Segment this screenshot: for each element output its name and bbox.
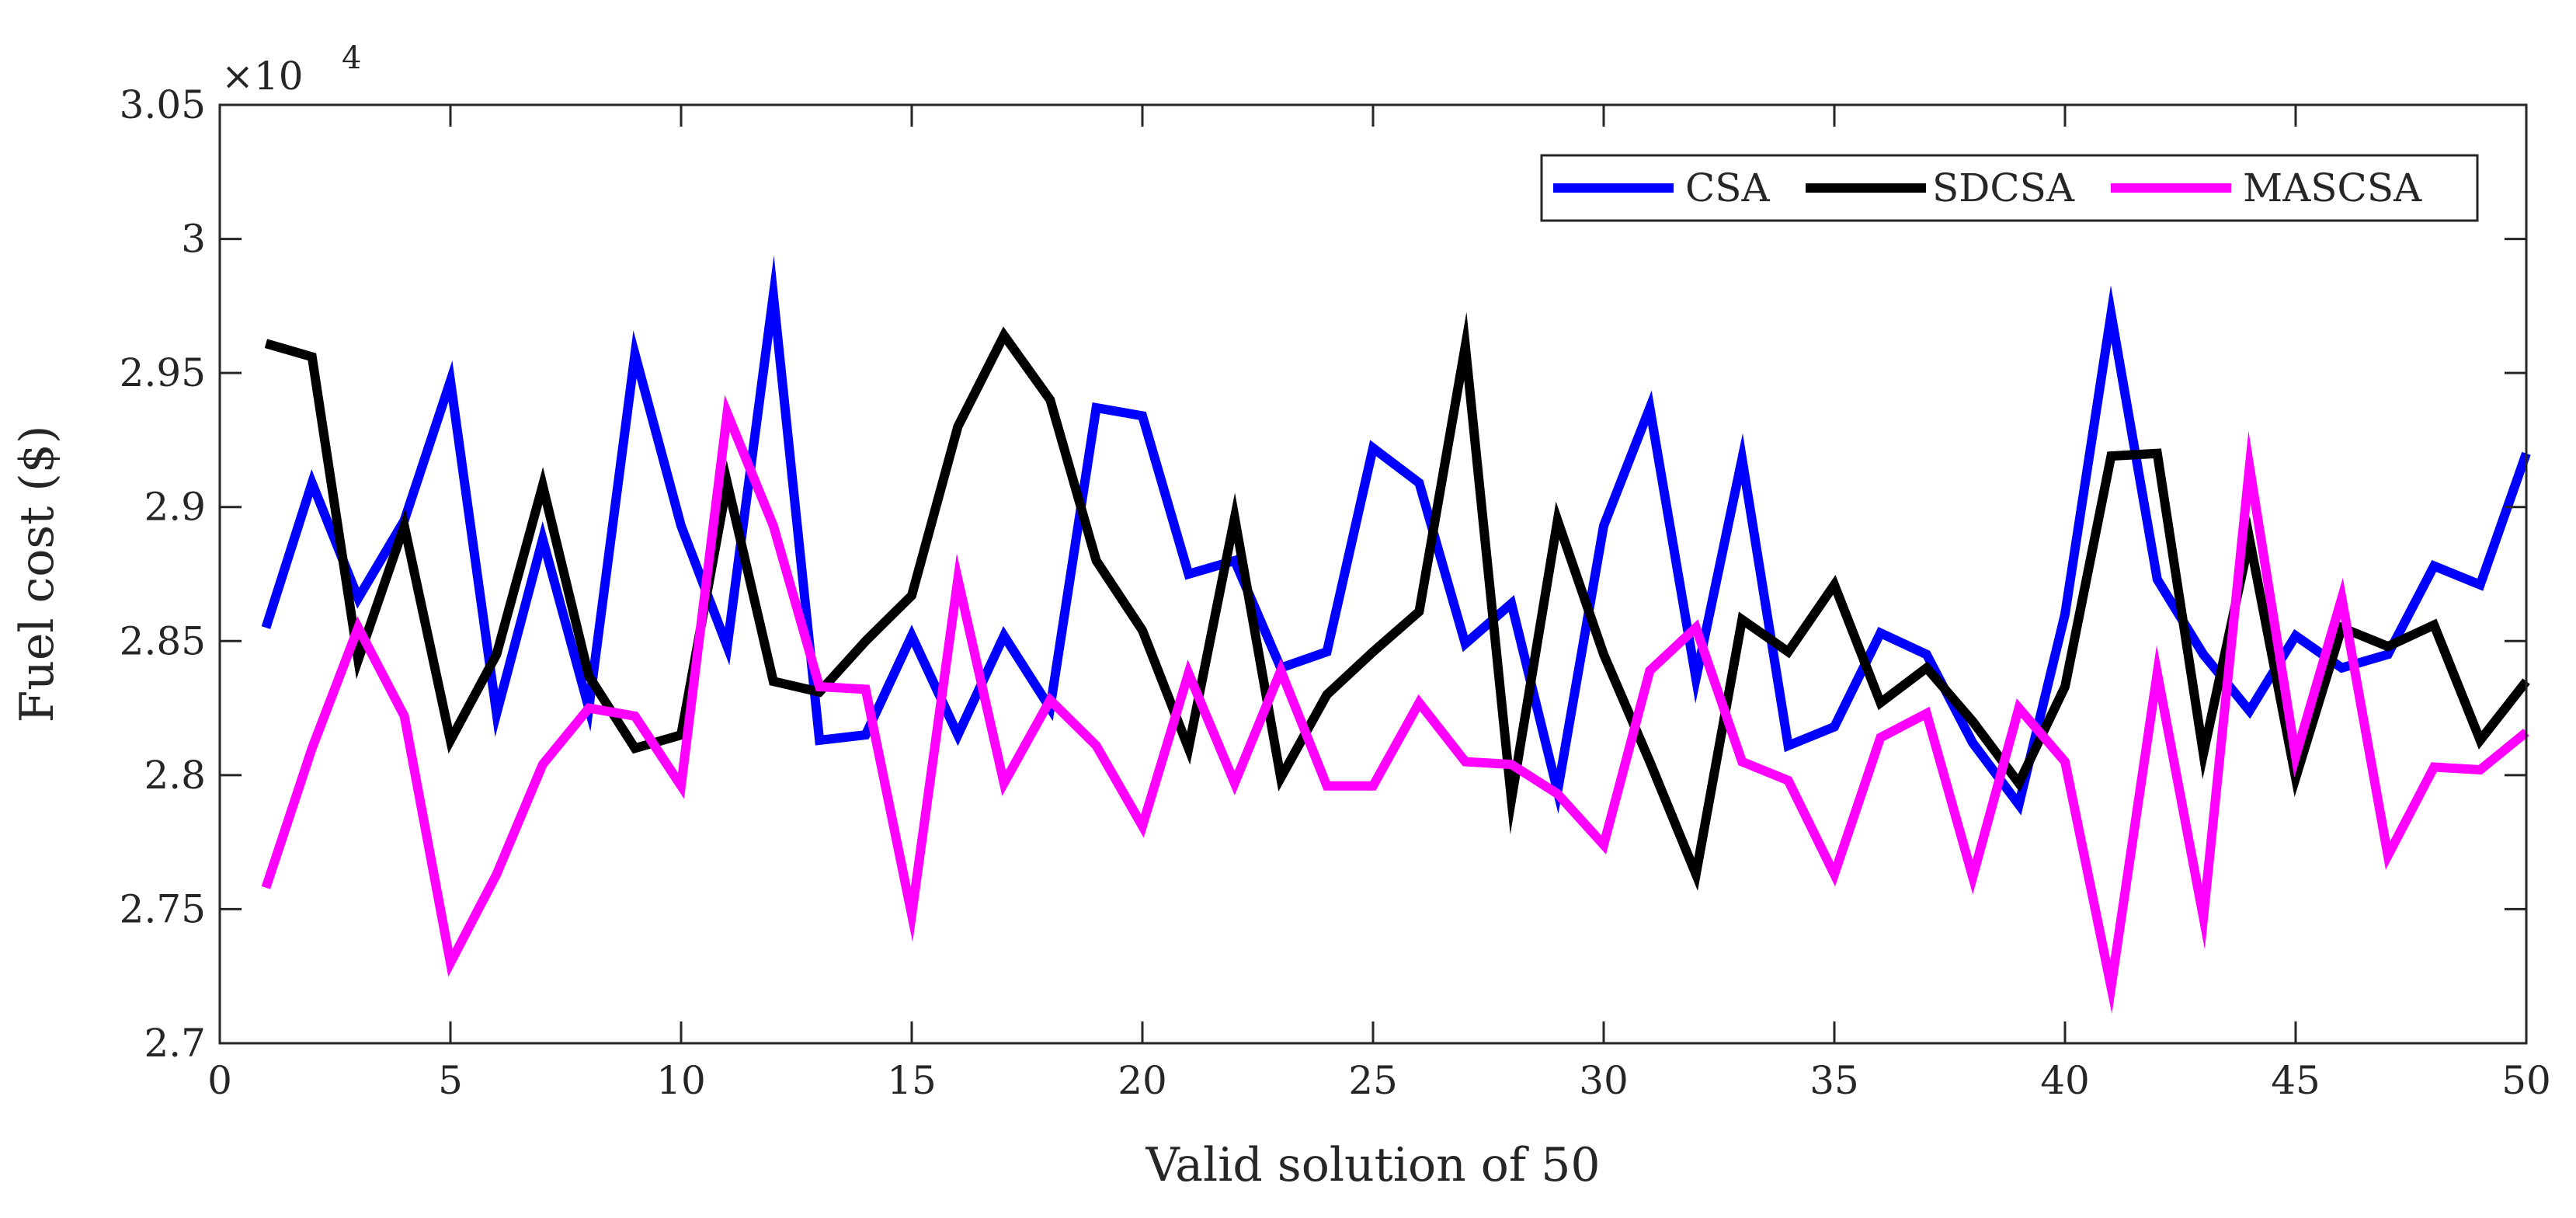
- y-tick-label: 2.85: [120, 618, 206, 663]
- legend-label-csa: CSA: [1685, 165, 1771, 211]
- series-line-mascsa: [261, 395, 2529, 1014]
- exponent-base: ×10: [221, 54, 304, 99]
- series-line-sdcsa: [264, 311, 2530, 891]
- y-axis-title: Fuel cost ($): [10, 426, 64, 723]
- x-tick-label: 45: [2271, 1058, 2320, 1103]
- y-exponent: ×10 4: [221, 40, 361, 99]
- x-tick-label: 5: [438, 1058, 463, 1103]
- x-axis-title: Valid solution of 50: [1145, 1138, 1600, 1192]
- x-tick-label: 15: [887, 1058, 937, 1103]
- x-tick-label: 20: [1118, 1058, 1167, 1103]
- y-tick-label: 2.9: [144, 485, 206, 530]
- y-tick-label: 2.95: [120, 350, 206, 395]
- y-tick-label: 3.05: [120, 82, 206, 127]
- y-tick-label: 2.7: [144, 1021, 206, 1066]
- legend-box: [1540, 154, 2479, 222]
- x-tick-label: 30: [1579, 1058, 1629, 1103]
- series-line-csa: [261, 255, 2531, 816]
- tick-layer: 0 5 10 15 20 25 30 35 40 45 50 2.7 2.75 2.8 2.85 2.9 2.9…: [120, 82, 2551, 1103]
- y-tick-label: 2.75: [120, 886, 206, 931]
- x-tick-label: 25: [1348, 1058, 1398, 1103]
- x-tick-label: 50: [2501, 1058, 2551, 1103]
- x-tick-label: 40: [2040, 1058, 2090, 1103]
- y-tick-label: 2.8: [144, 753, 206, 798]
- exponent-power: 4: [342, 40, 361, 76]
- series-layer: [261, 255, 2531, 1014]
- x-tick-label: 10: [656, 1058, 706, 1103]
- y-tick-label: 3: [181, 217, 206, 262]
- legend-label-mascsa: MASCSA: [2243, 165, 2422, 211]
- legend-label-sdcsa: SDCSA: [1932, 165, 2075, 211]
- x-tick-label: 35: [1809, 1058, 1859, 1103]
- legend: CSA SDCSA MASCSA: [1540, 154, 2479, 222]
- x-tick-label: 0: [207, 1058, 232, 1103]
